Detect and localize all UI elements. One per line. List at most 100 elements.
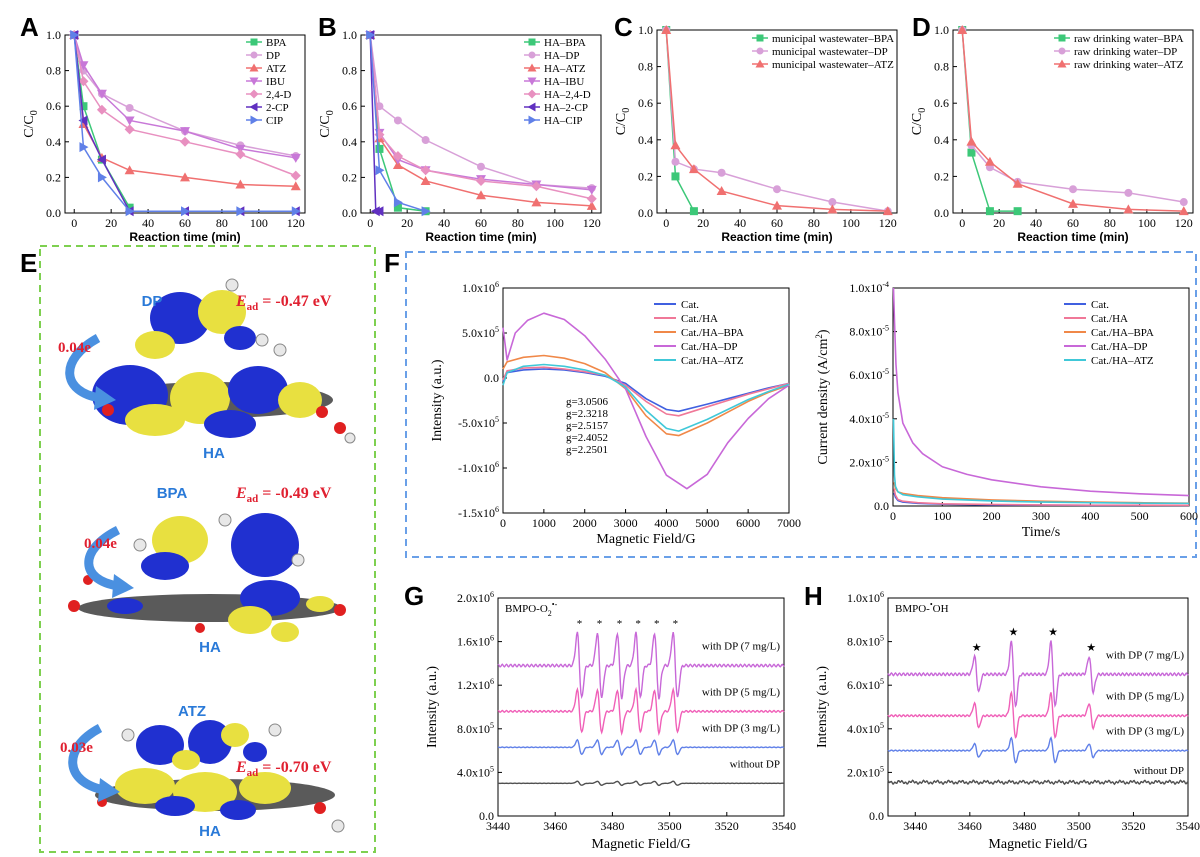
legend: HA–BPAHA–DPHA–ATZHA–IBUHA–2,4-DHA–2-CPHA…	[524, 37, 591, 127]
atom-h	[331, 819, 345, 833]
data-point	[375, 165, 385, 176]
data-point	[375, 144, 384, 153]
data-point	[392, 151, 403, 162]
y-tick-label: 1.0	[342, 28, 357, 42]
y-tick-label: 4.0x105	[457, 764, 494, 779]
charge-transfer-value: 0.03e	[60, 740, 93, 756]
atom-o	[334, 422, 346, 434]
legend-entry: DP	[266, 50, 280, 62]
orbital-yellow	[278, 382, 322, 418]
data-point	[531, 181, 542, 192]
charge-transfer-arrowhead	[98, 778, 120, 802]
orbital-blue	[107, 598, 143, 614]
peak-marker: *	[617, 618, 623, 630]
orbital-yellow	[135, 331, 175, 359]
x-tick-label: 100	[546, 216, 564, 230]
legend-marker	[755, 59, 765, 68]
y-tick-label: 0.6	[46, 99, 61, 113]
charge-transfer-arrow	[84, 525, 121, 591]
data-point	[180, 127, 190, 137]
x-tick-label: 100	[1138, 216, 1156, 230]
legend-entry: HA–DP	[544, 50, 579, 62]
x-tick-label: 60	[475, 216, 487, 230]
series-with DP (3 mg/L)	[887, 736, 1189, 764]
legend-entry: Cat./HA–BPA	[1091, 327, 1154, 339]
adsorption-energy: Ead = -0.70 eV	[235, 759, 332, 779]
panel-f-current-chart: 0 100 200 300 400 500 600 1.0x10-4 8.0x10-5 6.0x1…	[814, 280, 1198, 540]
x-tick-label: 5000	[695, 516, 719, 530]
peak-marker: ★	[1048, 627, 1058, 639]
peak-marker: *	[635, 618, 641, 630]
plot-frame	[497, 597, 785, 817]
panel-f-epr-chart: 0 1000 2000 3000 4000 5000 6000 7000 1.0x106 5.0x…	[430, 280, 801, 547]
data-point	[773, 185, 781, 194]
plot-frame	[892, 287, 1190, 507]
structure-dp-ha: DP HA Ead = -0.47 eV 0.04e	[58, 278, 356, 462]
legend-entry: HA–CIP	[544, 115, 583, 127]
data-point	[827, 204, 838, 214]
data-point	[235, 149, 246, 160]
data-point	[420, 165, 431, 176]
series-CIP	[70, 30, 301, 217]
series-label: with DP (3 mg/L)	[702, 722, 780, 734]
data-point	[124, 165, 135, 175]
y-tick-label: 0.8	[342, 64, 357, 78]
series-label: with DP (7 mg/L)	[702, 641, 780, 653]
adsorption-energy: Ead = -0.49 eV	[235, 485, 332, 505]
legend-entry: HA–IBU	[544, 76, 584, 88]
legend-entry: HA–ATZ	[544, 63, 586, 75]
x-tick-label: 60	[179, 216, 191, 230]
legend-entry: Cat./HA	[681, 313, 718, 325]
data-point	[476, 175, 486, 186]
chart-layer: 0 20 40 60 80 100 120 0.0 0.2 0.4 0.6 0.8 1.0 Reactio…	[22, 23, 1200, 852]
y-tick-label: 8.0x10-5	[849, 324, 889, 339]
y-tick-label: 0.8	[934, 60, 949, 74]
data-point	[671, 157, 680, 166]
data-point	[586, 185, 597, 195]
panel-d-chart: 0 20 40 60 80 100 120 0.0 0.2 0.4 0.6 0.8 1.0 Reactio…	[910, 23, 1194, 244]
y-tick-label: 5.0x105	[462, 325, 499, 340]
series-raw drinking water–BPA	[958, 26, 1022, 216]
data-point	[78, 76, 89, 87]
atom-h	[268, 723, 282, 737]
peak-marker: *	[597, 618, 603, 630]
x-tick-label: 3520	[1121, 819, 1145, 833]
orbital-yellow	[125, 404, 185, 436]
legend-entry: Cat./HA–DP	[681, 341, 738, 353]
structure-bpa-ha: BPA HA Ead = -0.49 eV 0.04e	[68, 485, 346, 656]
charge-transfer-arrowhead	[94, 386, 116, 410]
data-point	[476, 190, 486, 200]
data-point	[420, 175, 431, 185]
legend: Cat. Cat./HA Cat./HA–BPA Cat./HA–DP Cat./HA–…	[654, 299, 744, 367]
panel-label-h: H	[804, 581, 823, 611]
data-point	[967, 148, 976, 157]
series-line	[73, 34, 297, 177]
atom-o	[68, 600, 80, 612]
data-point	[716, 186, 727, 196]
y-tick-label: 6.0x105	[847, 677, 884, 692]
structure-atz-ha: ATZ HA Ead = -0.70 eV 0.03e	[60, 703, 345, 840]
legend-entry: Cat.	[1091, 299, 1109, 311]
panel-label-g: G	[404, 581, 424, 611]
panel-b-chart: 0 20 40 60 80 100 120 0.0 0.2 0.4 0.6 0.8 1.0 Reactio…	[318, 28, 602, 244]
atom-o	[314, 802, 326, 814]
data-point	[671, 172, 680, 181]
series-with DP (7 mg/L)	[497, 631, 785, 700]
legend-marker	[528, 51, 536, 59]
y-tick-label: 2.0x105	[847, 764, 884, 779]
orbital-yellow	[271, 622, 299, 642]
x-tick-label: 3540	[1176, 819, 1200, 833]
atom-o	[195, 623, 205, 633]
atom-h	[273, 343, 287, 357]
x-tick-label: 100	[933, 509, 951, 523]
legend-entry: Cat./HA	[1091, 313, 1128, 325]
x-tick-label: 400	[1081, 509, 1099, 523]
peak-marker: ★	[1086, 642, 1096, 654]
data-point	[1179, 198, 1188, 207]
x-tick-label: 20	[105, 216, 117, 230]
legend-marker	[250, 115, 259, 125]
x-axis-label: Reaction time (min)	[425, 230, 536, 244]
y-tick-label: 4.0x105	[847, 721, 884, 736]
atom-h	[133, 538, 147, 552]
legend-entry: municipal wastewater–ATZ	[772, 59, 894, 71]
